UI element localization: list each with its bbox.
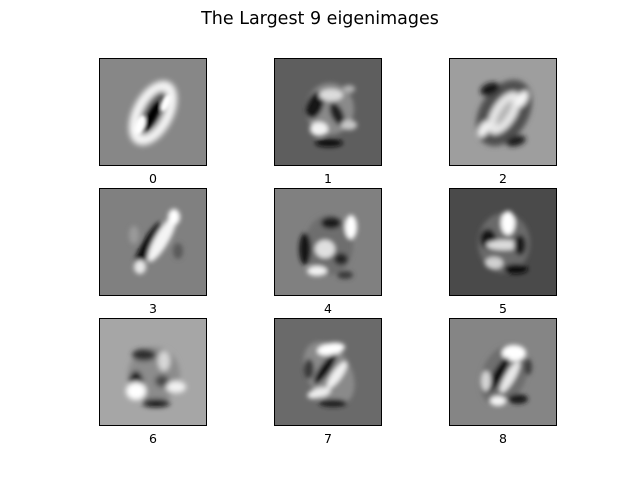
- eigenimage-7: [274, 318, 382, 426]
- eigenimage-1: [274, 58, 382, 166]
- eigenimage-5: [449, 188, 557, 296]
- eigenimage-0: [99, 58, 207, 166]
- eigenimage-4: [274, 188, 382, 296]
- eigenimage-3: [99, 188, 207, 296]
- eigenimage-6-label: 6: [149, 431, 157, 446]
- eigenimage-6-graphic: [100, 319, 206, 425]
- eigenimage-8-label: 8: [499, 431, 507, 446]
- eigenimage-1-label: 1: [324, 171, 332, 186]
- eigenimage-0-label: 0: [149, 171, 157, 186]
- eigenimage-3-label: 3: [149, 301, 157, 316]
- eigenimage-2-graphic: [450, 59, 556, 165]
- eigenimage-8-graphic: [450, 319, 556, 425]
- eigenimage-5-graphic: [450, 189, 556, 295]
- eigenimage-2: [449, 58, 557, 166]
- eigenimage-7-label: 7: [324, 431, 332, 446]
- figure-title: The Largest 9 eigenimages: [201, 9, 439, 29]
- eigenimage-4-graphic: [275, 189, 381, 295]
- eigenimage-1-graphic: [275, 59, 381, 165]
- eigenimage-0-graphic: [100, 59, 206, 165]
- eigenimage-5-label: 5: [499, 301, 507, 316]
- eigenimage-3-graphic: [100, 189, 206, 295]
- eigenimage-8: [449, 318, 557, 426]
- eigenimage-7-graphic: [275, 319, 381, 425]
- eigenimage-6: [99, 318, 207, 426]
- eigenimage-2-label: 2: [499, 171, 507, 186]
- eigenimage-4-label: 4: [324, 301, 332, 316]
